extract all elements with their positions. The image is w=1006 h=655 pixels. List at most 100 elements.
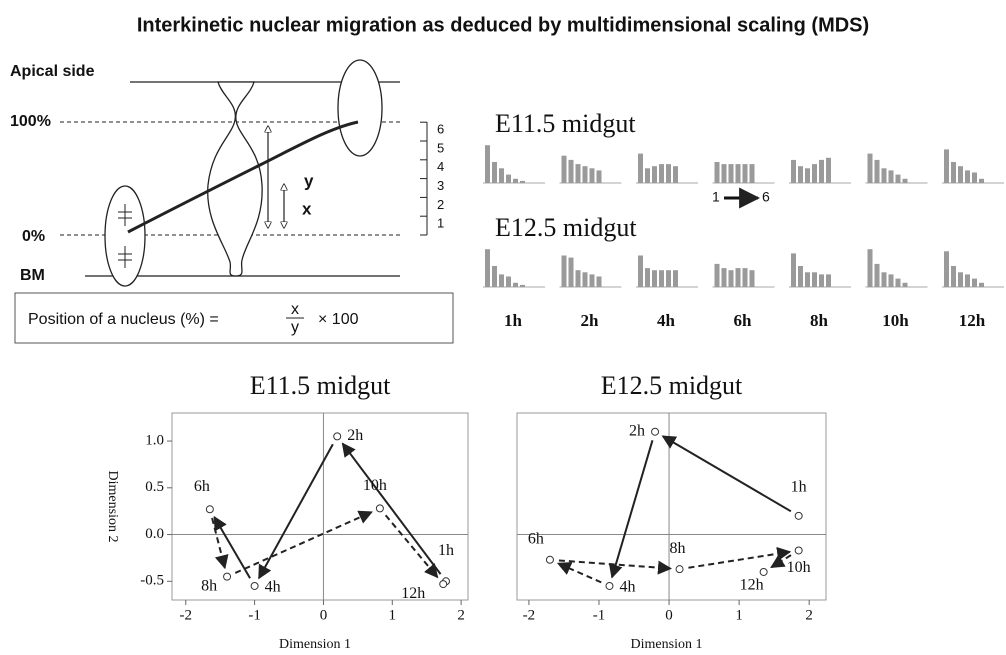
scale-label: 5 bbox=[437, 140, 444, 155]
point bbox=[224, 573, 231, 580]
bar bbox=[715, 264, 720, 287]
point bbox=[206, 506, 213, 513]
chart-title: E12.5 midgut bbox=[601, 371, 743, 400]
bar bbox=[583, 166, 588, 183]
point bbox=[334, 433, 341, 440]
point-label: 12h bbox=[740, 577, 764, 594]
bar bbox=[812, 272, 817, 287]
bar bbox=[819, 274, 824, 287]
bar bbox=[944, 251, 949, 287]
bar bbox=[576, 164, 581, 183]
bar bbox=[965, 170, 970, 183]
y-tick-label: 0.0 bbox=[145, 526, 164, 542]
bar bbox=[875, 160, 880, 183]
bar bbox=[590, 274, 595, 287]
y-tick-label: -0.5 bbox=[140, 573, 164, 589]
x-tick-label: 0 bbox=[665, 607, 673, 623]
bar bbox=[882, 168, 887, 183]
time-label: 12h bbox=[959, 311, 986, 330]
point-label: 4h bbox=[265, 579, 281, 596]
formula-text: Position of a nucleus (%) = bbox=[28, 311, 219, 328]
bar bbox=[965, 274, 970, 287]
bar bbox=[736, 164, 741, 183]
point bbox=[606, 582, 613, 589]
x-tick-label: 2 bbox=[805, 607, 813, 623]
y-tick-label: 0.5 bbox=[145, 479, 164, 495]
point bbox=[652, 428, 659, 435]
bar bbox=[882, 272, 887, 287]
x-tick-label: 1 bbox=[735, 607, 743, 623]
point bbox=[795, 512, 802, 519]
y-axis-title: Dimension 2 bbox=[105, 471, 120, 543]
point bbox=[376, 505, 383, 512]
time-label: 4h bbox=[657, 311, 676, 330]
bar bbox=[659, 270, 664, 287]
figure: Interkinetic nuclear migration as deduce… bbox=[0, 0, 1006, 655]
point-label: 10h bbox=[787, 559, 811, 576]
scale-label: 1 bbox=[437, 216, 444, 231]
scale-label: 3 bbox=[437, 178, 444, 193]
point bbox=[546, 556, 553, 563]
point bbox=[440, 581, 447, 588]
time-label: 1h bbox=[504, 311, 523, 330]
bar bbox=[562, 156, 567, 183]
bar bbox=[972, 173, 977, 184]
bar bbox=[958, 166, 963, 183]
bar bbox=[826, 274, 831, 287]
bar bbox=[729, 270, 734, 287]
bar bbox=[569, 160, 574, 183]
panel-row-label: E12.5 midgut bbox=[495, 213, 637, 242]
bar bbox=[805, 168, 810, 183]
x-tick-label: 2 bbox=[457, 607, 465, 623]
formula-numerator: x bbox=[291, 301, 299, 318]
bar bbox=[903, 179, 908, 183]
bar bbox=[951, 266, 956, 287]
bar bbox=[979, 283, 984, 287]
point-label: 2h bbox=[629, 422, 645, 439]
bar bbox=[513, 283, 518, 287]
bar bbox=[805, 272, 810, 287]
y-label: y bbox=[304, 171, 314, 190]
bar bbox=[520, 181, 525, 183]
point bbox=[760, 568, 767, 575]
bar bbox=[868, 249, 873, 287]
x-label: x bbox=[302, 199, 312, 218]
bm-label: BM bbox=[20, 267, 45, 284]
time-label: 10h bbox=[882, 311, 909, 330]
bar bbox=[958, 272, 963, 287]
point-label: 2h bbox=[347, 427, 363, 444]
point bbox=[676, 566, 683, 573]
bar bbox=[562, 256, 567, 288]
range-start: 1 bbox=[712, 189, 720, 205]
bar bbox=[715, 162, 720, 183]
x-tick-label: -2 bbox=[180, 607, 193, 623]
scale: 123456 bbox=[420, 122, 444, 235]
cell bbox=[338, 60, 382, 156]
chart-title: E11.5 midgut bbox=[250, 371, 391, 400]
bar bbox=[903, 283, 908, 287]
panel-row-label: E11.5 midgut bbox=[495, 109, 636, 138]
bar bbox=[485, 145, 490, 183]
bar bbox=[666, 270, 671, 287]
bar bbox=[896, 279, 901, 287]
bar bbox=[499, 168, 504, 183]
bar bbox=[666, 164, 671, 183]
x-axis-title: Dimension 1 bbox=[631, 637, 703, 652]
bar bbox=[812, 164, 817, 183]
bar bbox=[972, 279, 977, 287]
bar bbox=[492, 162, 497, 183]
point-label: 8h bbox=[670, 540, 686, 557]
bar bbox=[597, 170, 602, 183]
bar bbox=[722, 268, 727, 287]
bar bbox=[889, 274, 894, 287]
formula-factor: × 100 bbox=[318, 311, 359, 328]
bar bbox=[889, 170, 894, 183]
bottom-label: 0% bbox=[22, 228, 45, 245]
bar bbox=[819, 160, 824, 183]
bar bbox=[520, 285, 525, 287]
point-label: 10h bbox=[363, 477, 387, 494]
bar bbox=[673, 166, 678, 183]
time-label: 8h bbox=[810, 311, 829, 330]
apical-label: Apical side bbox=[10, 63, 95, 80]
